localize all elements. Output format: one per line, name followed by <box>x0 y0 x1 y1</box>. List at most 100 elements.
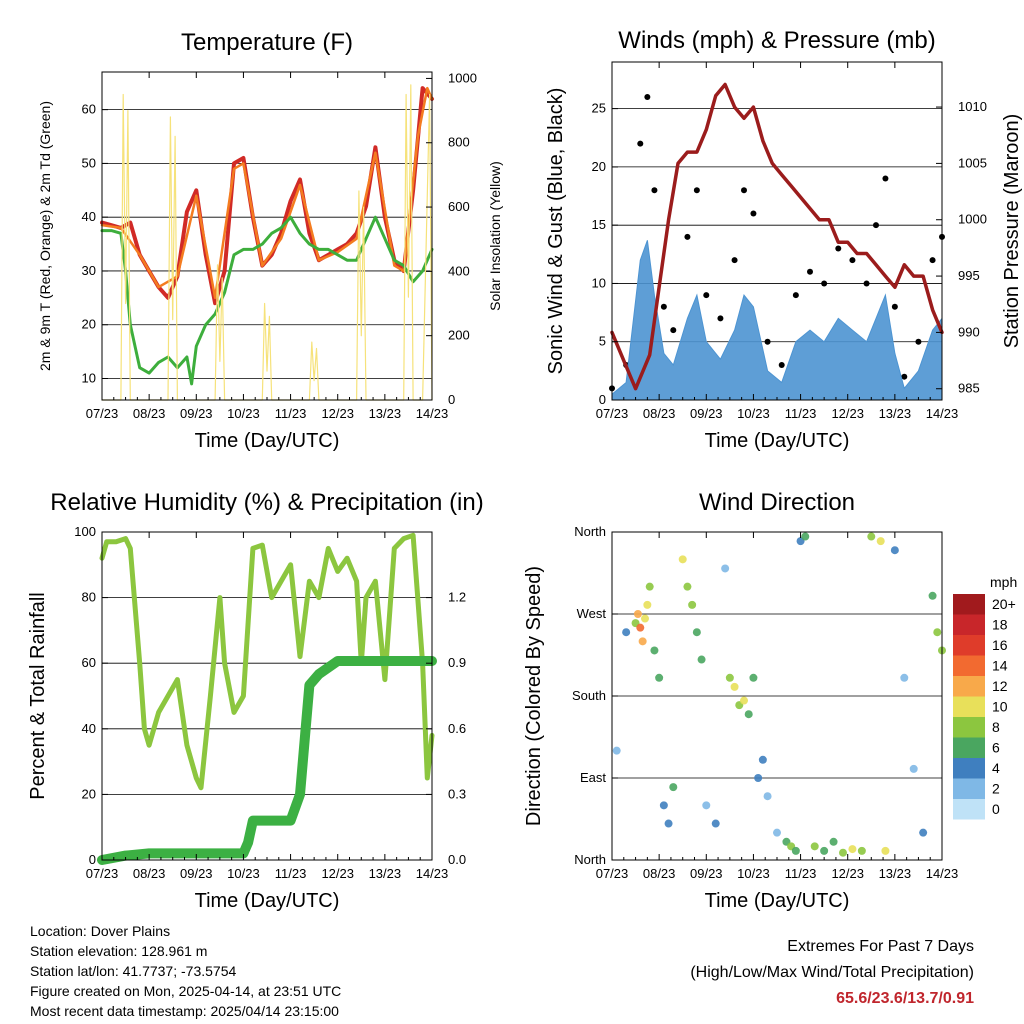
humidity-xtick-label: 11/23 <box>275 866 307 881</box>
humidity-ytick-label: 20 <box>82 786 96 801</box>
winds-ytick-label: 15 <box>592 217 606 232</box>
winds-xtick-label: 11/23 <box>785 406 817 421</box>
temperature-ytick-label: 50 <box>82 155 96 170</box>
colorbar-swatch <box>953 676 985 697</box>
temperature-title: Temperature (F) <box>181 29 353 56</box>
direction-ytick-label: West <box>577 606 607 621</box>
gust-point <box>693 187 700 194</box>
direction-point <box>829 837 838 846</box>
colorbar-swatch <box>953 655 985 676</box>
direction-xtick-label: 11/23 <box>785 866 817 881</box>
gust-point <box>882 175 889 182</box>
winds-xtick-label: 09/23 <box>690 406 723 421</box>
humidity-ytick-right-label: 0.0 <box>448 852 466 867</box>
direction-point <box>633 610 642 618</box>
colorbar-swatch <box>953 799 985 820</box>
humidity-ytick-right-label: 0.3 <box>448 786 466 801</box>
direction-point <box>909 764 918 773</box>
direction-point <box>919 828 928 837</box>
direction-point <box>711 819 720 828</box>
colorbar-level: 14 <box>992 658 1008 674</box>
humidity-title: Relative Humidity (%) & Precipitation (i… <box>50 489 483 516</box>
direction-xlabel: Time (Day/UTC) <box>705 890 850 912</box>
humidity-xtick-label: 14/23 <box>416 866 449 881</box>
direction-point <box>683 582 692 591</box>
direction-point <box>740 696 748 705</box>
humidity-ytick-label: 60 <box>82 655 96 670</box>
gust-point <box>717 315 724 322</box>
extremes-values: 65.6/23.6/13.7/0.91 <box>836 990 974 1007</box>
solar-insolation-line <box>101 84 433 401</box>
temperature-ylabel: 2m & 9m T (Red, Orange) & 2m Td (Green) <box>37 101 53 371</box>
gust-point <box>731 257 738 264</box>
direction-point <box>754 774 763 782</box>
temperature-panel <box>100 71 434 401</box>
direction-point <box>702 801 711 810</box>
direction-point <box>890 546 899 555</box>
gust-point <box>863 280 870 287</box>
direction-xtick-label: 08/23 <box>643 866 676 881</box>
winds-ytick-right-label: 995 <box>958 268 980 283</box>
colorbar-level: 8 <box>992 719 1000 735</box>
direction-xtick-label: 09/23 <box>690 866 723 881</box>
direction-point <box>697 655 706 664</box>
direction-xtick-label: 14/23 <box>926 866 959 881</box>
gust-point <box>644 93 651 100</box>
humidity-xtick-label: 07/23 <box>86 866 119 881</box>
direction-point <box>655 673 664 682</box>
colorbar-level: 16 <box>992 637 1008 653</box>
temperature-ytick-right-label: 200 <box>448 328 470 343</box>
direction-xtick-label: 07/23 <box>596 866 629 881</box>
direction-point <box>758 755 767 764</box>
winds-xtick-label: 07/23 <box>596 406 629 421</box>
direction-point <box>730 682 739 691</box>
winds-ytick-right-label: 990 <box>958 324 980 339</box>
temperature-ytick-right-label: 1000 <box>448 70 477 85</box>
temperature-xtick-label: 13/23 <box>369 406 402 421</box>
winds-panel <box>609 61 945 401</box>
winds-ytick-label: 5 <box>599 334 606 349</box>
gust-point <box>778 362 785 369</box>
winds-ytick-right-label: 1000 <box>958 212 987 227</box>
direction-point <box>820 846 829 855</box>
colorbar-swatch <box>953 778 985 799</box>
direction-point <box>692 628 701 637</box>
direction-xtick-label: 12/23 <box>831 866 864 881</box>
winds-xtick-label: 14/23 <box>926 406 959 421</box>
colorbar-swatch <box>953 758 985 779</box>
temperature-ytick-right-label: 600 <box>448 199 470 214</box>
colorbar-swatch <box>953 696 985 717</box>
winds-xlabel: Time (Day/UTC) <box>705 430 850 452</box>
winds-ytick-right-label: 1010 <box>958 99 987 114</box>
humidity-xtick-label: 09/23 <box>180 866 213 881</box>
temperature-ytick-label: 40 <box>82 209 96 224</box>
temperature-xlabel: Time (Day/UTC) <box>195 430 340 452</box>
winds-ylabel-right: Station Pressure (Maroon) <box>1001 114 1023 349</box>
gust-point <box>703 292 710 299</box>
humidity-ytick-right-label: 1.2 <box>448 590 466 605</box>
direction-ylabel: Direction (Colored By Speed) <box>523 566 545 826</box>
winds-xtick-label: 10/23 <box>737 406 770 421</box>
direction-point <box>664 819 673 828</box>
temperature-ytick-right-label: 800 <box>448 135 470 150</box>
gust-point <box>670 327 677 334</box>
humidity-xtick-label: 13/23 <box>369 866 402 881</box>
humidity-ytick-right-label: 0.9 <box>448 655 466 670</box>
temperature-xtick-label: 12/23 <box>321 406 354 421</box>
direction-point <box>928 591 937 600</box>
humidity-xtick-label: 10/23 <box>227 866 260 881</box>
direction-point <box>801 532 810 541</box>
direction-point <box>933 628 942 637</box>
humidity-xlabel: Time (Day/UTC) <box>195 890 340 912</box>
direction-point <box>650 646 659 655</box>
direction-point <box>857 846 866 855</box>
winds-ytick-right-label: 985 <box>958 381 980 396</box>
direction-point <box>763 792 772 801</box>
extremes-title: Extremes For Past 7 Days <box>787 938 974 955</box>
wind-area <box>611 240 943 401</box>
gust-point <box>764 338 771 345</box>
winds-title: Winds (mph) & Pressure (mb) <box>618 27 935 54</box>
direction-xtick-label: 13/23 <box>879 866 912 881</box>
temperature-xtick-label: 14/23 <box>416 406 449 421</box>
winds-xtick-label: 13/23 <box>879 406 912 421</box>
